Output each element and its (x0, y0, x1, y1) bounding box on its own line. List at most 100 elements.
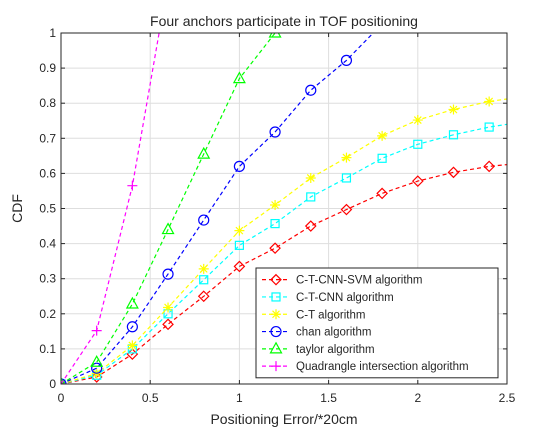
data-point (90, 371, 103, 383)
data-point (270, 218, 280, 229)
legend-marker (271, 309, 281, 320)
x-tick-label: 0.5 (142, 391, 159, 405)
series-line (61, 123, 507, 384)
data-point (198, 214, 210, 226)
legend: C-T-CNN-SVM algorithm C-T-CNN algorithm C-… (255, 267, 499, 379)
series-3 (61, 33, 374, 384)
data-point (413, 139, 423, 149)
data-point (269, 242, 281, 255)
y-tick-label: 1 (49, 26, 56, 40)
series-lines (61, 33, 507, 384)
data-point (269, 126, 281, 138)
data-point (199, 275, 209, 285)
data-point (411, 175, 424, 187)
x-tick-label: 1 (236, 391, 243, 405)
y-tick-label: 0.2 (39, 307, 56, 321)
legend-label: C-T-CNN-SVM algorithm (296, 275, 423, 287)
data-point (126, 321, 138, 333)
data-point (161, 222, 175, 235)
legend-label: chan algorithm (296, 327, 371, 339)
legend-label: C-T algorithm (296, 309, 365, 321)
data-point (197, 146, 211, 159)
legend-label: C-T-CNN algorithm (296, 292, 394, 304)
data-point (232, 71, 246, 84)
data-point (127, 180, 138, 191)
y-tick-label: 0.5 (39, 202, 56, 216)
data-point (341, 152, 352, 163)
y-tick-label: 0.7 (39, 131, 56, 145)
y-tick-label: 0.9 (39, 61, 56, 75)
legend-marker (270, 273, 282, 286)
data-point (448, 104, 459, 115)
x-tick-label: 2 (414, 391, 421, 405)
chart-title: Four anchors participate in TOF position… (150, 13, 418, 29)
legend-label: Quadrangle intersection algorithm (296, 361, 469, 373)
y-axis-label: CDF (9, 194, 25, 223)
data-point (233, 160, 245, 172)
data-point (484, 122, 494, 132)
series-line (61, 33, 276, 384)
series-line (61, 33, 374, 384)
data-point (91, 325, 102, 336)
data-point (412, 115, 423, 126)
legend-marker (270, 325, 282, 338)
legend-item: C-T algorithm (262, 309, 365, 321)
x-axis-label: Positioning Error/*20cm (210, 411, 357, 427)
data-point (305, 84, 317, 96)
series-line (61, 164, 507, 384)
legend-marker (271, 361, 281, 372)
data-point (448, 130, 459, 140)
legend-label: taylor algorithm (296, 344, 375, 356)
legend-marker (271, 292, 281, 302)
y-tick-label: 0.8 (39, 96, 56, 110)
legend-item: C-T-CNN algorithm (262, 292, 394, 304)
data-point (377, 153, 387, 163)
x-tick-label: 0 (58, 391, 65, 405)
data-point (376, 187, 388, 200)
data-point (197, 290, 210, 303)
legend-item: Quadrangle intersection algorithm (262, 361, 469, 373)
legend-box (255, 267, 499, 379)
series-5 (61, 33, 160, 384)
y-tick-label: 0 (49, 377, 56, 391)
data-point (305, 172, 316, 183)
data-point (163, 302, 174, 313)
data-point (304, 220, 317, 232)
y-tick-label: 0.6 (39, 166, 56, 180)
data-point (234, 225, 245, 236)
y-tick-label: 0.1 (39, 342, 56, 356)
data-point (268, 33, 282, 38)
legend-marker (269, 341, 283, 354)
data-point (483, 160, 496, 173)
legend-item: taylor algorithm (262, 341, 375, 356)
data-point (340, 203, 353, 216)
series-4 (61, 33, 282, 384)
data-point (447, 166, 460, 179)
data-point (306, 192, 316, 202)
legend-item: chan algorithm (262, 325, 371, 339)
data-point (377, 130, 388, 141)
series-line (61, 98, 507, 384)
y-tick-label: 0.4 (39, 237, 56, 251)
data-point (340, 54, 353, 66)
data-point (162, 268, 174, 280)
axis-ticks: 0 0.5 1 1.5 2 2.5 0 0.1 0.2 0.3 0.4 0.5 0.6 0.7 0.8 0.9… (39, 26, 515, 405)
data-point (234, 240, 244, 250)
data-point (341, 173, 352, 183)
data-point (270, 199, 281, 210)
data-point (484, 96, 495, 107)
data-point (162, 318, 174, 331)
x-tick-label: 1.5 (320, 391, 337, 405)
y-tick-label: 0.3 (39, 272, 56, 286)
data-point (90, 354, 104, 367)
data-point (91, 362, 103, 374)
series-line (61, 33, 160, 384)
data-point (127, 340, 138, 351)
legend-item: C-T-CNN-SVM algorithm (262, 273, 423, 287)
data-point (61, 376, 65, 384)
data-point (125, 296, 139, 309)
data-point (233, 260, 246, 273)
series-1 (61, 122, 507, 384)
data-point (198, 263, 209, 274)
